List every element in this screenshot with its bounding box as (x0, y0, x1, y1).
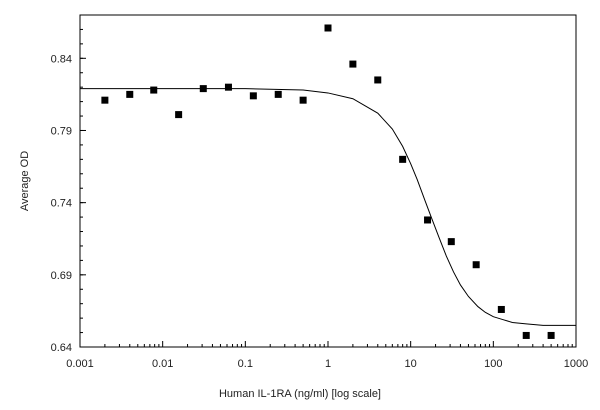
data-point (522, 331, 530, 339)
data-point (497, 305, 505, 313)
plot-frame (79, 14, 577, 348)
data-point (175, 111, 183, 119)
data-point (349, 60, 357, 68)
y-tick-label: 0.74 (51, 198, 72, 210)
data-point (374, 76, 382, 84)
data-point (424, 216, 432, 224)
data-point (399, 155, 407, 163)
data-point (547, 331, 555, 339)
x-tick-label: 10 (405, 358, 417, 370)
data-point (224, 83, 232, 91)
data-point (324, 24, 332, 32)
data-point (472, 261, 480, 269)
data-point (126, 90, 134, 98)
data-point (150, 86, 158, 94)
x-axis-title: Human IL-1RA (ng/ml) [log scale] (219, 388, 381, 400)
y-tick-label: 0.79 (51, 125, 72, 137)
axis-ticks (79, 14, 577, 348)
x-tick-label: 1 (325, 358, 331, 370)
x-tick-label: 100 (484, 358, 502, 370)
data-point (101, 96, 109, 104)
data-point (299, 96, 307, 104)
axis-tick-labels: 0.001 0.01 0.1 1 10 100 1000 0.64 0.69 0.74 0.79 0.… (51, 53, 589, 370)
data-point (274, 90, 282, 98)
y-tick-label: 0.69 (51, 270, 72, 282)
data-point (249, 92, 257, 100)
x-tick-label: 0.01 (152, 358, 173, 370)
x-tick-label: 1000 (564, 358, 588, 370)
x-tick-label: 0.1 (238, 358, 253, 370)
y-tick-label: 0.64 (51, 342, 72, 354)
data-point (447, 238, 455, 246)
y-tick-label: 0.84 (51, 53, 72, 65)
x-tick-label: 0.001 (66, 358, 94, 370)
data-point (199, 85, 207, 93)
data-points (101, 24, 555, 339)
y-axis-title: Average OD (19, 151, 31, 211)
fit-curve (80, 88, 576, 326)
